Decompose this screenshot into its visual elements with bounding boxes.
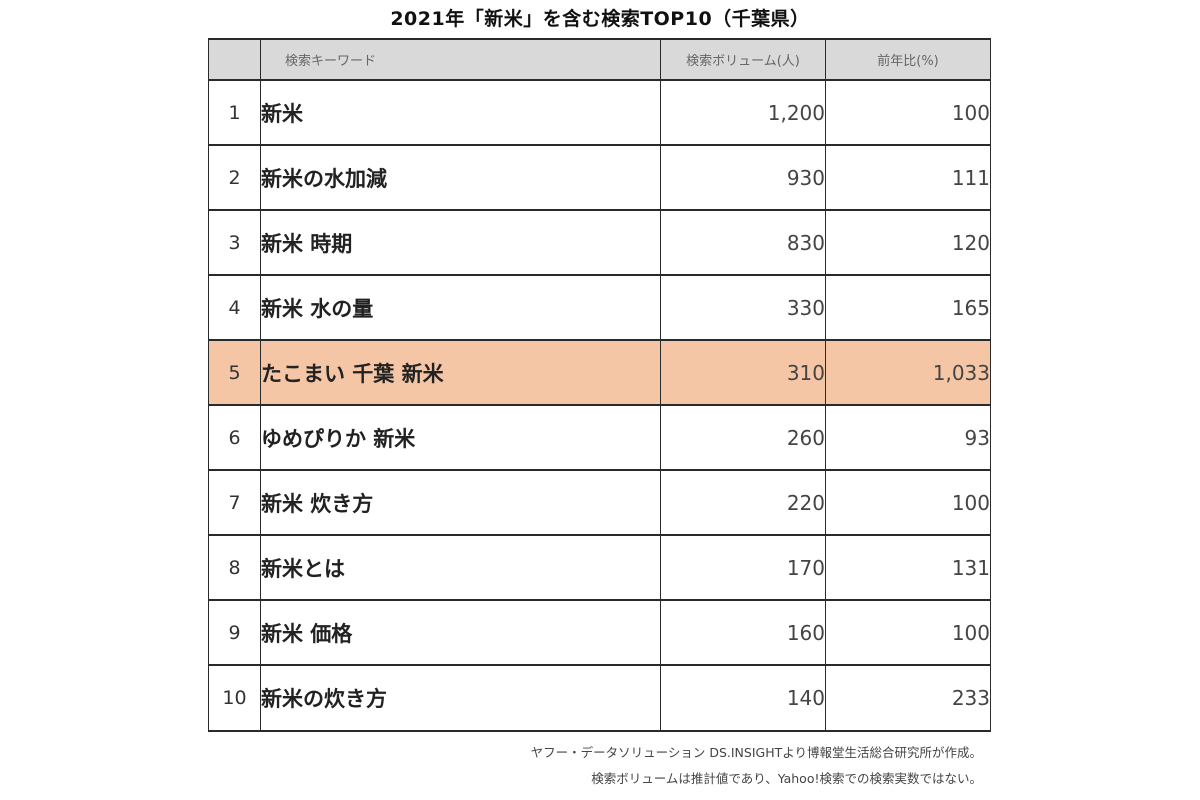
yoy-cell: 120: [825, 210, 991, 276]
keyword-cell: ゆめぴりか 新米: [260, 405, 661, 471]
rank-cell: 9: [208, 600, 261, 666]
rank-cell: 10: [208, 665, 261, 732]
keyword-cell: 新米 時期: [260, 210, 661, 276]
keyword-cell: 新米の水加減: [260, 145, 661, 211]
table-row: 6 ゆめぴりか 新米 260 93: [208, 405, 991, 471]
table-row: 8 新米とは 170 131: [208, 535, 991, 601]
header-yoy: 前年比(%): [825, 38, 991, 81]
table-body: 1 新米 1,200 100 2 新米の水加減 930 111 3 新米 時期 830 120 4 新米 …: [208, 80, 991, 732]
volume-cell: 160: [660, 600, 826, 666]
rank-cell: 6: [208, 405, 261, 471]
page-title: 2021年「新米」を含む検索TOP10（千葉県）: [390, 8, 810, 30]
keyword-cell: 新米 価格: [260, 600, 661, 666]
keyword-cell: たこまい 千葉 新米: [260, 340, 661, 406]
table-row: 9 新米 価格 160 100: [208, 600, 991, 666]
volume-cell: 140: [660, 665, 826, 732]
yoy-cell: 93: [825, 405, 991, 471]
ranking-table: 検索キーワード 検索ボリューム(人) 前年比(%) 1 新米 1,200 100 2 新米…: [208, 38, 991, 732]
volume-cell: 310: [660, 340, 826, 406]
yoy-cell: 100: [825, 80, 991, 146]
volume-cell: 220: [660, 470, 826, 536]
rank-cell: 2: [208, 145, 261, 211]
yoy-cell: 165: [825, 275, 991, 341]
source-note: ヤフー・データソリューション DS.INSIGHTより博報堂生活総合研究所が作成…: [530, 745, 982, 760]
table-row: 1 新米 1,200 100: [208, 80, 991, 146]
rank-cell: 1: [208, 80, 261, 146]
disclaimer-note: 検索ボリュームは推計値であり、Yahoo!検索での検索実数ではない。: [591, 771, 982, 786]
header-rank: [208, 38, 261, 81]
rank-cell: 5: [208, 340, 261, 406]
volume-cell: 170: [660, 535, 826, 601]
keyword-cell: 新米 炊き方: [260, 470, 661, 536]
table-row: 7 新米 炊き方 220 100: [208, 470, 991, 536]
table-row: 2 新米の水加減 930 111: [208, 145, 991, 211]
volume-cell: 830: [660, 210, 826, 276]
volume-cell: 930: [660, 145, 826, 211]
table-row: 10 新米の炊き方 140 233: [208, 665, 991, 732]
header-keyword: 検索キーワード: [260, 38, 661, 81]
table-row: 5 たこまい 千葉 新米 310 1,033: [208, 340, 991, 406]
rank-cell: 4: [208, 275, 261, 341]
yoy-cell: 131: [825, 535, 991, 601]
rank-cell: 8: [208, 535, 261, 601]
table-header-row: 検索キーワード 検索ボリューム(人) 前年比(%): [208, 38, 991, 81]
volume-cell: 330: [660, 275, 826, 341]
keyword-cell: 新米 水の量: [260, 275, 661, 341]
yoy-cell: 233: [825, 665, 991, 732]
yoy-cell: 100: [825, 470, 991, 536]
yoy-cell: 100: [825, 600, 991, 666]
yoy-cell: 111: [825, 145, 991, 211]
volume-cell: 260: [660, 405, 826, 471]
keyword-cell: 新米の炊き方: [260, 665, 661, 732]
header-volume: 検索ボリューム(人): [660, 38, 826, 81]
rank-cell: 7: [208, 470, 261, 536]
keyword-cell: 新米: [260, 80, 661, 146]
yoy-cell: 1,033: [825, 340, 991, 406]
rank-cell: 3: [208, 210, 261, 276]
volume-cell: 1,200: [660, 80, 826, 146]
keyword-cell: 新米とは: [260, 535, 661, 601]
table-row: 4 新米 水の量 330 165: [208, 275, 991, 341]
table-row: 3 新米 時期 830 120: [208, 210, 991, 276]
